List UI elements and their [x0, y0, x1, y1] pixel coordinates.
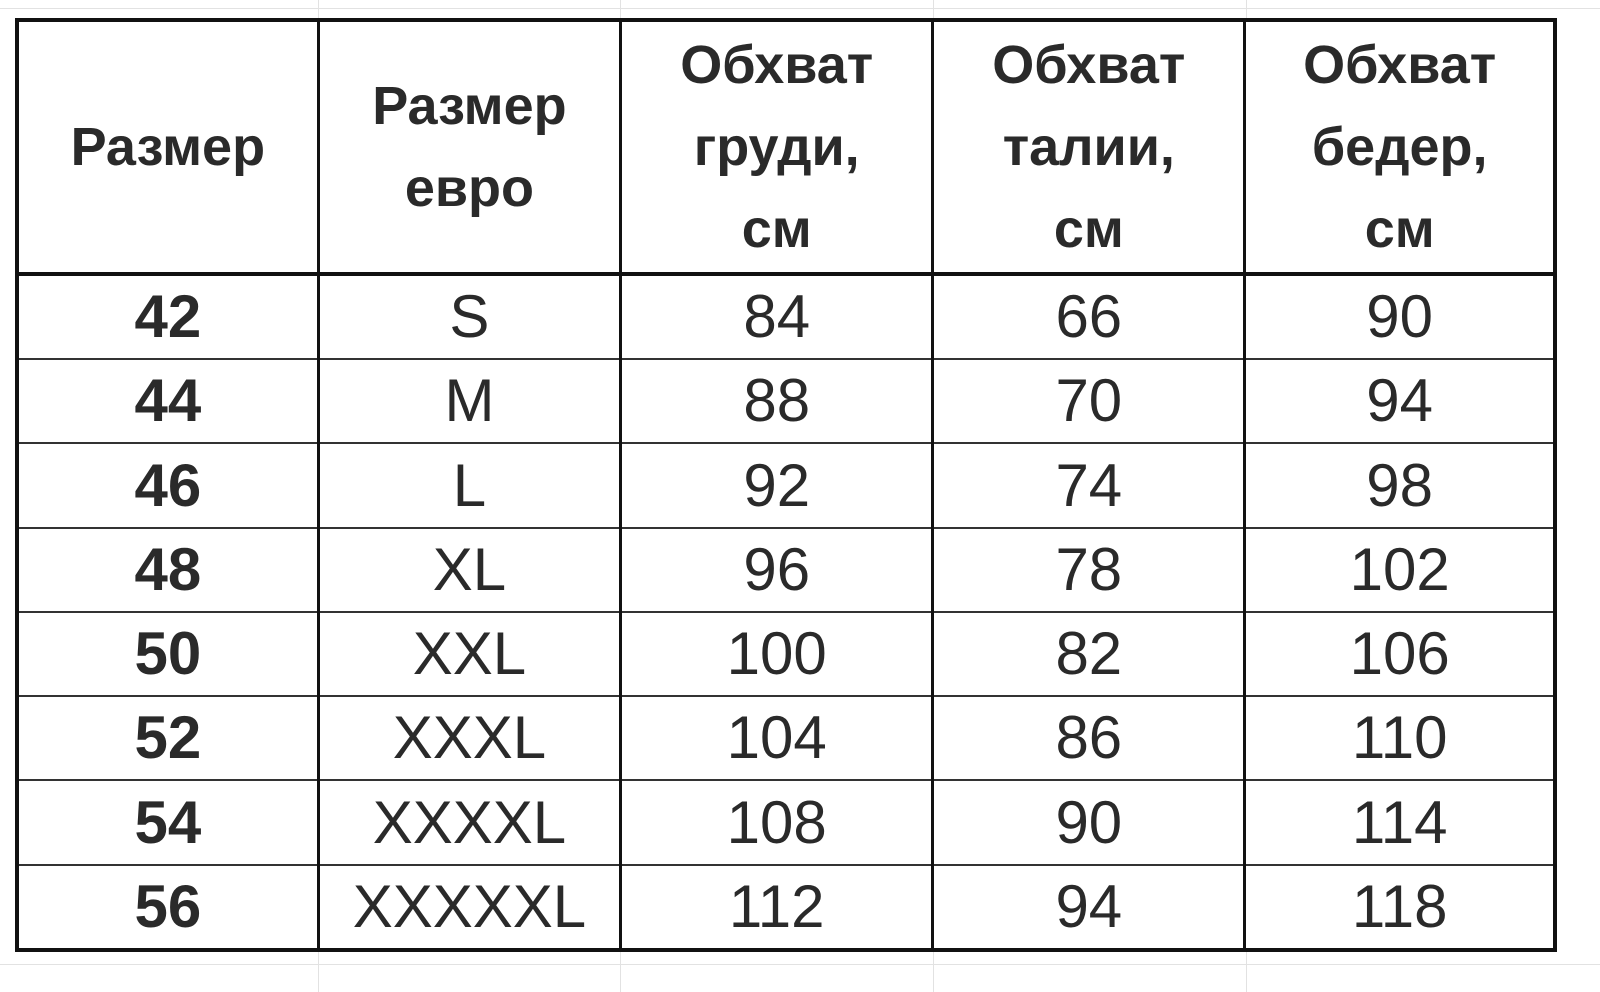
- waist-cell: 94: [931, 863, 1247, 952]
- waist-cell: 78: [931, 526, 1247, 613]
- size-cell: 42: [15, 272, 320, 361]
- chest-cell: 92: [619, 442, 935, 529]
- chest-cell: 88: [619, 358, 935, 445]
- euro-size-cell: XXL: [316, 610, 623, 698]
- chest-cell: 96: [619, 526, 935, 613]
- header-hips: Обхват бедер, см: [1243, 18, 1557, 276]
- euro-size-cell: XXXL: [316, 695, 623, 782]
- hips-cell: 118: [1243, 863, 1557, 952]
- size-chart-table: Размер Размер евро Обхват груди, см Обхват тали…: [15, 18, 1557, 952]
- hips-cell: 94: [1243, 358, 1557, 445]
- header-line: Обхват: [680, 35, 874, 95]
- hips-cell: 110: [1243, 695, 1557, 782]
- header-line: см: [741, 199, 812, 259]
- hips-cell: 102: [1243, 526, 1557, 613]
- table-row: 52 XXXL 104 86 110: [15, 695, 1557, 782]
- table-row: 44 M 88 70 94: [15, 358, 1557, 445]
- euro-size-cell: XL: [316, 526, 623, 613]
- header-line: Размер: [70, 117, 266, 177]
- header-line: евро: [404, 158, 535, 218]
- euro-size-cell: XXXXXL: [316, 863, 623, 952]
- size-cell: 50: [15, 610, 320, 698]
- sheet-gridline: [0, 8, 1600, 9]
- waist-cell: 86: [931, 695, 1247, 782]
- size-cell: 48: [15, 526, 320, 613]
- table-header: Размер Размер евро Обхват груди, см Обхват тали…: [15, 18, 1557, 276]
- table-row: 46 L 92 74 98: [15, 442, 1557, 529]
- chest-cell: 108: [619, 779, 935, 866]
- euro-size-cell: S: [316, 272, 623, 361]
- chest-cell: 84: [619, 272, 935, 361]
- header-line: Обхват: [1303, 35, 1497, 95]
- header-size: Размер: [15, 18, 320, 276]
- table-row: 56 XXXXXL 112 94 118: [15, 863, 1557, 952]
- hips-cell: 98: [1243, 442, 1557, 529]
- euro-size-cell: XXXXL: [316, 779, 623, 866]
- header-line: см: [1364, 199, 1435, 259]
- header-line: груди,: [693, 117, 860, 177]
- hips-cell: 106: [1243, 610, 1557, 698]
- table-row: 42 S 84 66 90: [15, 272, 1557, 361]
- waist-cell: 70: [931, 358, 1247, 445]
- table-row: 50 XXL 100 82 106: [15, 610, 1557, 698]
- table-row: 54 XXXXL 108 90 114: [15, 779, 1557, 866]
- waist-cell: 74: [931, 442, 1247, 529]
- header-line: талии,: [1002, 117, 1175, 177]
- size-cell: 56: [15, 863, 320, 952]
- header-line: Обхват: [992, 35, 1186, 95]
- table-row: 48 XL 96 78 102: [15, 526, 1557, 613]
- waist-cell: 82: [931, 610, 1247, 698]
- euro-size-cell: M: [316, 358, 623, 445]
- size-cell: 54: [15, 779, 320, 866]
- chest-cell: 112: [619, 863, 935, 952]
- waist-cell: 90: [931, 779, 1247, 866]
- chest-cell: 104: [619, 695, 935, 782]
- waist-cell: 66: [931, 272, 1247, 361]
- header-line: см: [1053, 199, 1124, 259]
- header-waist: Обхват талии, см: [931, 18, 1247, 276]
- sheet-gridline: [0, 964, 1600, 965]
- size-cell: 46: [15, 442, 320, 529]
- size-cell: 52: [15, 695, 320, 782]
- hips-cell: 114: [1243, 779, 1557, 866]
- euro-size-cell: L: [316, 442, 623, 529]
- header-line: бедер,: [1311, 117, 1488, 177]
- chest-cell: 100: [619, 610, 935, 698]
- table-body: 42 S 84 66 90 44 M 88 70 94 46 L 92 74 98 48 XL 96 78 102 50…: [15, 272, 1557, 952]
- header-line: Размер: [372, 76, 567, 136]
- header-chest: Обхват груди, см: [619, 18, 935, 276]
- header-euro-size: Размер евро: [316, 18, 623, 276]
- size-cell: 44: [15, 358, 320, 445]
- hips-cell: 90: [1243, 272, 1557, 361]
- header-row: Размер Размер евро Обхват груди, см Обхват тали…: [15, 18, 1557, 276]
